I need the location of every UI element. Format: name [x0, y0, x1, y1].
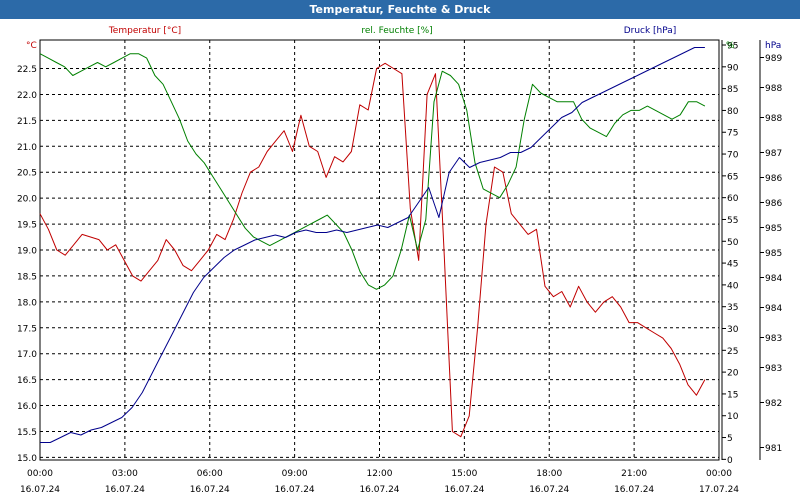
legend-pressure: Druck [hPa]: [624, 26, 677, 36]
humidity-tick-label: 65: [727, 172, 738, 182]
humidity-tick-label: 25: [727, 347, 738, 357]
temperature-tick-label: 18.0: [17, 298, 37, 308]
temperature-tick-label: 21.5: [17, 117, 37, 127]
legend-temperature: Temperatur [°C]: [108, 26, 181, 36]
pressure-tick-label: 982: [765, 399, 782, 409]
humidity-tick-label: 55: [727, 216, 738, 226]
x-tick-time-label: 18:00: [536, 469, 562, 479]
humidity-tick-label: 15: [727, 390, 738, 400]
x-tick-time-label: 12:00: [367, 469, 393, 479]
humidity-tick-label: 10: [727, 412, 739, 422]
x-tick-date-label: 17.07.24: [699, 485, 739, 495]
humidity-tick-label: 70: [727, 151, 739, 161]
humidity-tick-label: 30: [727, 325, 739, 335]
humidity-tick-label: 20: [727, 369, 739, 379]
pressure-tick-label: 985: [765, 249, 782, 259]
pressure-tick-label: 985: [765, 224, 782, 234]
x-tick-date-label: 16.07.24: [190, 485, 230, 495]
humidity-tick-label: 75: [727, 129, 738, 139]
humidity-tick-label: 40: [727, 281, 739, 291]
grid-lines: [40, 40, 719, 460]
pressure-tick-label: 988: [765, 114, 782, 124]
pressure-tick-label: 987: [765, 149, 782, 159]
pressure-tick-label: 983: [765, 334, 782, 344]
x-tick-date-label: 16.07.24: [529, 485, 569, 495]
chart-title-bar: Temperatur, Feuchte & Druck: [0, 0, 800, 19]
humidity-tick-label: 45: [727, 260, 738, 270]
x-tick-time-label: 06:00: [197, 469, 223, 479]
x-tick-time-label: 21:00: [621, 469, 647, 479]
temperature-line: [39, 62, 706, 438]
humidity-line: [39, 53, 706, 290]
temperature-tick-label: 15.0: [17, 454, 37, 464]
humidity-tick-label: 60: [727, 194, 739, 204]
pressure-unit-label: hPa: [765, 41, 781, 51]
x-tick-date-label: 16.07.24: [105, 485, 145, 495]
humidity-tick-label: 50: [727, 238, 739, 248]
temperature-tick-label: 17.0: [17, 350, 37, 360]
temperature-tick-label: 16.5: [17, 376, 37, 386]
humidity-tick-label: 80: [727, 107, 739, 117]
temperature-unit-label: °C: [26, 41, 37, 51]
x-tick-date-label: 16.07.24: [359, 485, 399, 495]
pressure-tick-label: 986: [765, 199, 782, 209]
pressure-tick-label: 984: [765, 304, 782, 314]
axis-labels: 15.0 15.5 16.0 16.5 17.0 17.5 18.0 18.5 19.0 19.5…: [17, 26, 782, 495]
x-tick-date-label: 16.07.24: [20, 485, 60, 495]
humidity-tick-label: 90: [727, 63, 739, 73]
humidity-unit-label: %: [726, 41, 735, 51]
series-lines: [39, 47, 706, 443]
temperature-tick-label: 16.0: [17, 402, 37, 412]
x-tick-time-label: 03:00: [112, 469, 138, 479]
temperature-tick-label: 19.5: [17, 221, 37, 231]
plot-area-frame: [39, 39, 720, 461]
pressure-line: [40, 47, 705, 443]
x-tick-time-label: 00:00: [27, 469, 53, 479]
pressure-tick-label: 986: [765, 174, 782, 184]
pressure-tick-label: 984: [765, 274, 782, 284]
legend-humidity: rel. Feuchte [%]: [361, 26, 432, 36]
x-tick-time-label: 15:00: [451, 469, 477, 479]
pressure-tick-label: 989: [765, 54, 782, 64]
humidity-tick-label: 95: [727, 42, 738, 52]
pressure-tick-label: 988: [765, 84, 782, 94]
x-tick-time-label: 00:00: [706, 469, 732, 479]
temperature-tick-label: 22.5: [17, 65, 37, 75]
temperature-tick-label: 18.5: [17, 272, 37, 282]
temperature-tick-label: 19.0: [17, 247, 37, 257]
temperature-tick-label: 21.0: [17, 143, 37, 153]
humidity-tick-label: 85: [727, 85, 738, 95]
humidity-tick-label: 35: [727, 303, 738, 313]
chart-canvas: 15.0 15.5 16.0 16.5 17.0 17.5 18.0 18.5 19.0 19.5…: [17, 26, 782, 495]
temperature-tick-label: 17.5: [17, 324, 37, 334]
temperature-tick-label: 22.0: [17, 91, 37, 101]
temperature-tick-label: 20.5: [17, 169, 37, 179]
x-tick-date-label: 16.07.24: [444, 485, 484, 495]
x-tick-time-label: 09:00: [282, 469, 308, 479]
pressure-tick-label: 981: [765, 444, 782, 454]
humidity-tick-label: 0: [727, 456, 733, 466]
x-tick-date-label: 16.07.24: [614, 485, 654, 495]
x-tick-date-label: 16.07.24: [275, 485, 315, 495]
humidity-tick-label: 5: [727, 434, 733, 444]
temperature-tick-label: 20.0: [17, 195, 37, 205]
pressure-tick-label: 983: [765, 364, 782, 374]
temperature-tick-label: 15.5: [17, 428, 37, 438]
